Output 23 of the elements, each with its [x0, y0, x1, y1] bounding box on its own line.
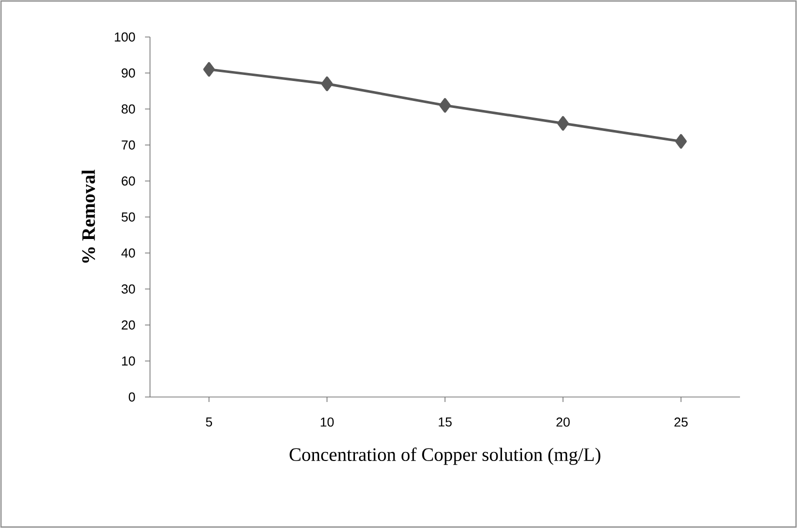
y-tick-label: 70 — [122, 140, 135, 150]
point — [203, 62, 215, 77]
y-tick-label: 10 — [122, 356, 135, 366]
y-tick-label: 30 — [122, 284, 135, 294]
x-tick-label: 15 — [438, 418, 452, 427]
x-tick-label: 20 — [556, 418, 570, 427]
point — [439, 98, 451, 113]
x-tick-label: 10 — [320, 418, 334, 427]
point — [557, 116, 569, 131]
y-tick-label: 80 — [122, 104, 135, 114]
y-tick-label: 100 — [114, 32, 135, 42]
y-axis-title: % Removal — [82, 170, 96, 263]
point — [321, 76, 333, 92]
x-axis-title: Concentration of Copper solution (mg/L) — [290, 448, 600, 465]
y-tick-label: 60 — [122, 176, 135, 186]
y-tick-label: 90 — [122, 68, 135, 78]
y-tick-label: 50 — [122, 212, 135, 222]
y-tick-label: 0 — [128, 392, 135, 402]
y-tick-label: 20 — [122, 320, 135, 330]
point — [675, 134, 687, 149]
y-tick-label: 40 — [121, 248, 135, 258]
x-tick-label: 5 — [206, 418, 212, 427]
x-tick-label: 25 — [674, 418, 688, 427]
